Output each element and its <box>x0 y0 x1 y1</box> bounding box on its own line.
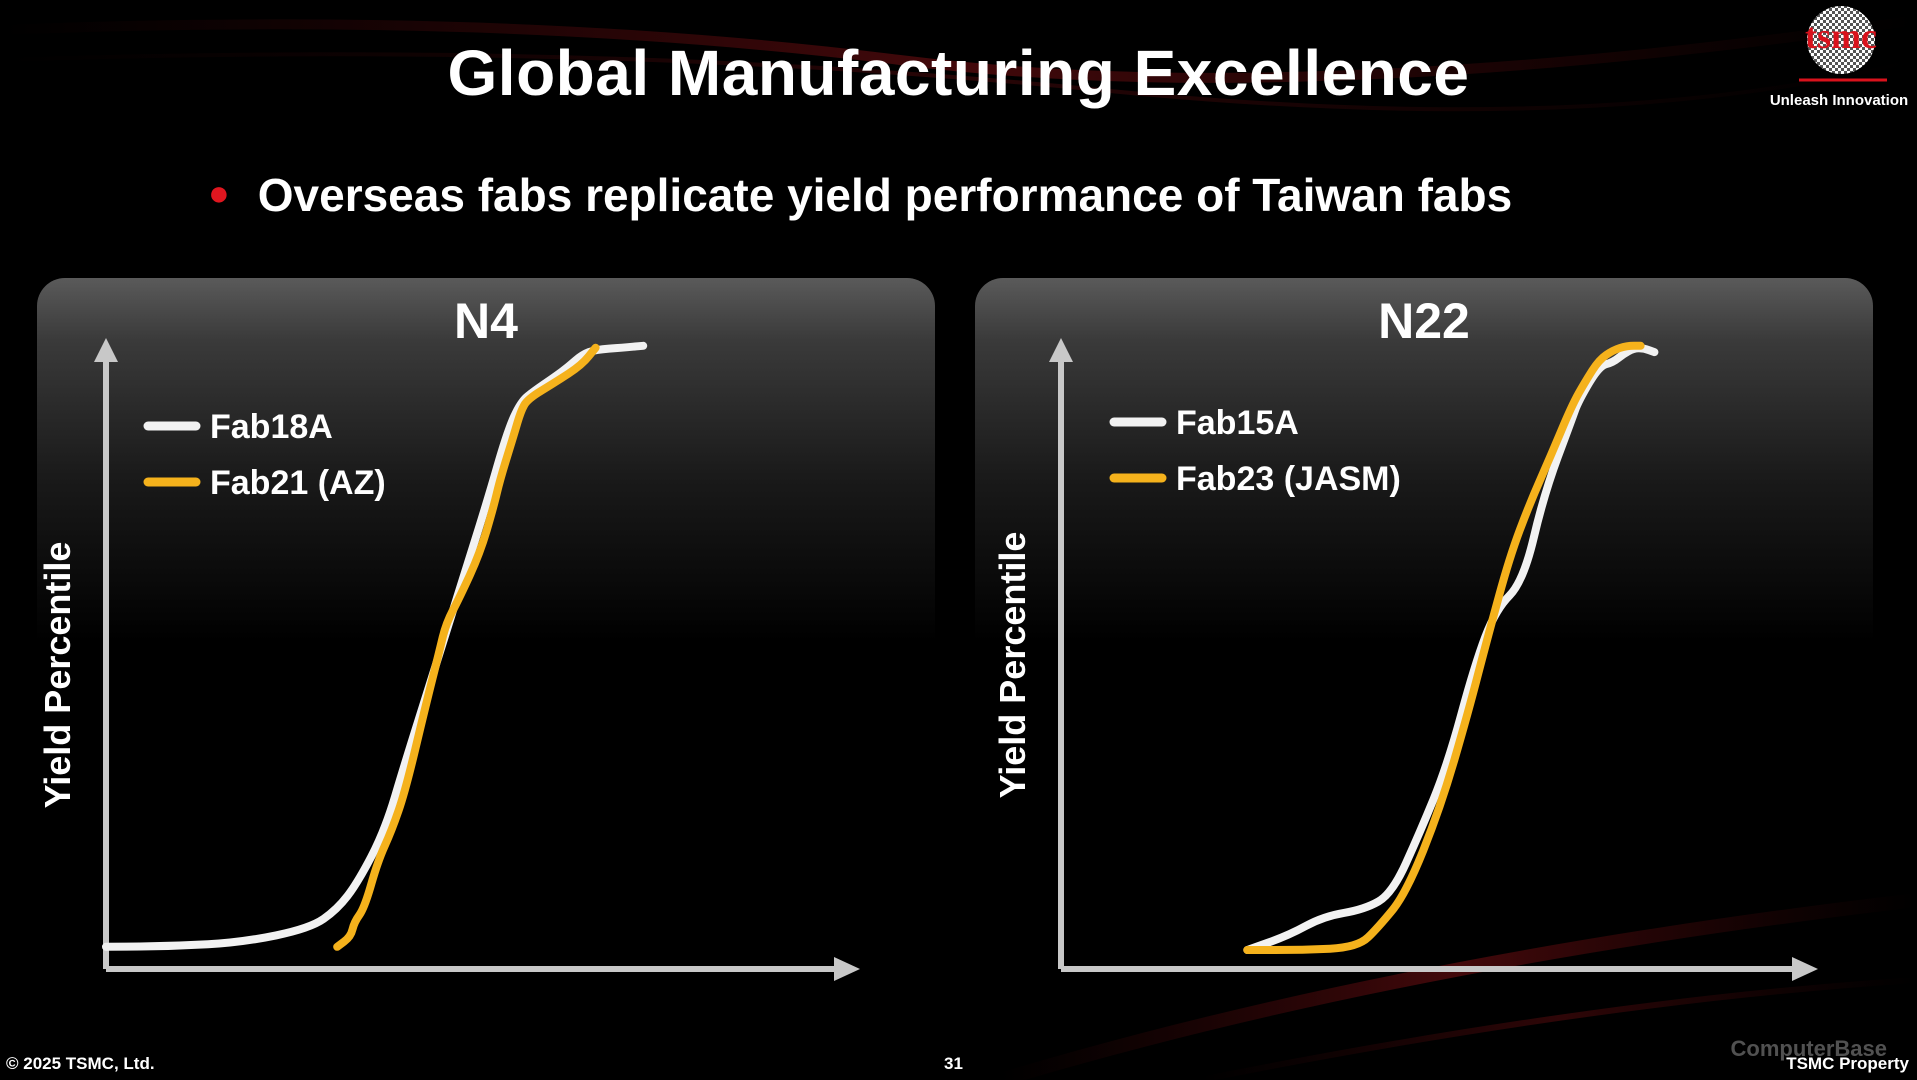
legend-label-n22-0: Fab15A <box>1176 404 1299 442</box>
tsmc-logo-icon: tsmc <box>1799 6 1887 82</box>
legend-label-n4-0: Fab18A <box>210 408 333 446</box>
logo-wordmark: tsmc <box>1805 16 1877 56</box>
chart-n4: Yield Percentile Fab18A Fab21 (AZ) <box>37 338 860 981</box>
footer-copyright: © 2025 TSMC, Ltd. <box>6 1054 155 1073</box>
chart-n22: Yield Percentile Fab15A Fab23 (JASM) <box>992 338 1818 981</box>
legend-label-n4-1: Fab21 (AZ) <box>210 464 386 502</box>
y-axis-label-n22: Yield Percentile <box>992 532 1033 799</box>
series-line-n22-fab23-jasm <box>1243 341 1645 954</box>
x-axis-arrow-icon <box>834 957 860 981</box>
page-number: 31 <box>944 1054 963 1073</box>
chart-title-n22: N22 <box>1378 293 1470 349</box>
bullet-text: Overseas fabs replicate yield performanc… <box>257 169 1513 221</box>
chart-title-n4: N4 <box>454 293 518 349</box>
legend-label-n22-1: Fab23 (JASM) <box>1176 460 1401 498</box>
y-axis-label-n4: Yield Percentile <box>37 542 78 809</box>
series-line-n22-fab15a <box>1243 344 1659 954</box>
y-axis-arrow-icon <box>1049 338 1073 362</box>
x-axis-arrow-icon <box>1792 957 1818 981</box>
series-line-n4-fab18a <box>102 341 648 951</box>
footer-property: TSMC Property <box>1786 1054 1909 1073</box>
slide-title: Global Manufacturing Excellence <box>447 37 1470 109</box>
series-line-n4-fab21-az <box>333 343 600 951</box>
y-axis-arrow-icon <box>94 338 118 362</box>
logo-tagline: Unleash Innovation <box>1769 92 1909 109</box>
panel-n22: N22 <box>975 278 1873 798</box>
watermark: ComputerBase <box>1730 1036 1887 1061</box>
bullet-dot-icon: ● <box>208 172 230 213</box>
bullet-point: ● Overseas fabs replicate yield performan… <box>208 168 1512 222</box>
tsmc-logo: tsmc Unleash Innovation <box>1769 2 1909 112</box>
